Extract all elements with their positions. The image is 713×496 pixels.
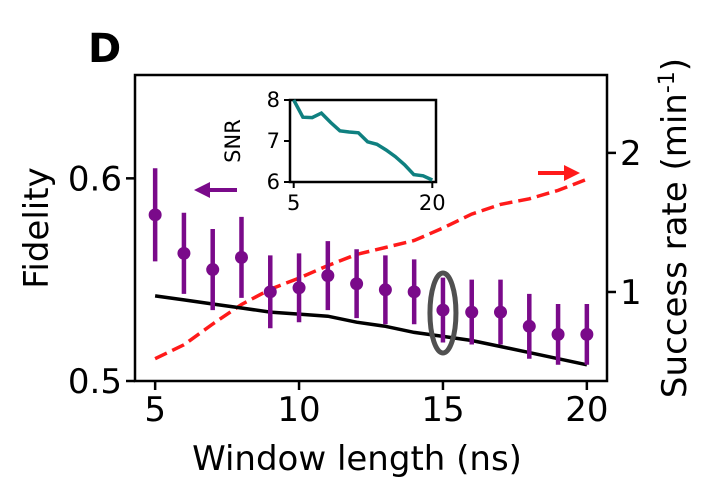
y2-tick-label: 2 (620, 134, 642, 174)
fidelity-point (177, 246, 191, 260)
x-tick-label: 15 (421, 390, 464, 430)
x-axis-label: Window length (ns) (192, 439, 522, 479)
right-axis-arrow-head (564, 165, 580, 181)
fidelity-point (436, 303, 450, 317)
y2-tick-label: 1 (620, 273, 642, 313)
highlight-ellipse (427, 270, 459, 356)
inset-y-tick-label: 6 (267, 170, 280, 194)
fidelity-point (551, 327, 565, 341)
fidelity-point (350, 277, 364, 291)
fidelity-point (263, 285, 277, 299)
y2-axis-label-main: Success rate (min (655, 93, 695, 398)
x-tick-label: 10 (277, 390, 320, 430)
fidelity-point (522, 319, 536, 333)
fidelity-point (206, 263, 220, 277)
fidelity-model-line (154, 294, 588, 367)
panel-label: D (88, 26, 121, 72)
fidelity-point (234, 250, 248, 264)
left-axis-arrow-head (194, 182, 210, 198)
snr-line (292, 99, 434, 182)
fidelity-point (580, 327, 594, 341)
fidelity-point (321, 269, 335, 283)
y-tick-label: 0.5 (68, 362, 122, 402)
success-rate-line (154, 177, 588, 361)
y-axis-label: Fidelity (17, 167, 57, 288)
inset-plot-layer: 5 20 6 7 8 (267, 88, 446, 215)
inset-x-tick-label: 5 (287, 191, 300, 215)
inset-x-tick-label: 20 (419, 191, 446, 215)
main-plot-frame (133, 73, 609, 383)
fidelity-point (494, 305, 508, 319)
inset-plot-frame (288, 98, 438, 184)
y2-axis-label: Success rate (min-1) (655, 58, 695, 398)
x-tick-label: 5 (144, 390, 166, 430)
main-plot-layer: 5 10 15 20 0.5 0.6 1 2 (68, 134, 642, 430)
fidelity-point (407, 285, 421, 299)
y-tick-label: 0.6 (68, 159, 122, 199)
y2-axis-label-close: ) (655, 58, 695, 71)
fidelity-point (378, 283, 392, 297)
inset-y-axis-label: SNR (221, 119, 245, 163)
fidelity-point (148, 208, 162, 222)
inset-y-tick-label: 7 (267, 129, 280, 153)
x-tick-label: 20 (565, 390, 608, 430)
inset-y-tick-label: 8 (267, 88, 280, 112)
fidelity-point (292, 281, 306, 295)
fidelity-point (465, 305, 479, 319)
y2-axis-label-superscript: -1 (655, 71, 680, 93)
